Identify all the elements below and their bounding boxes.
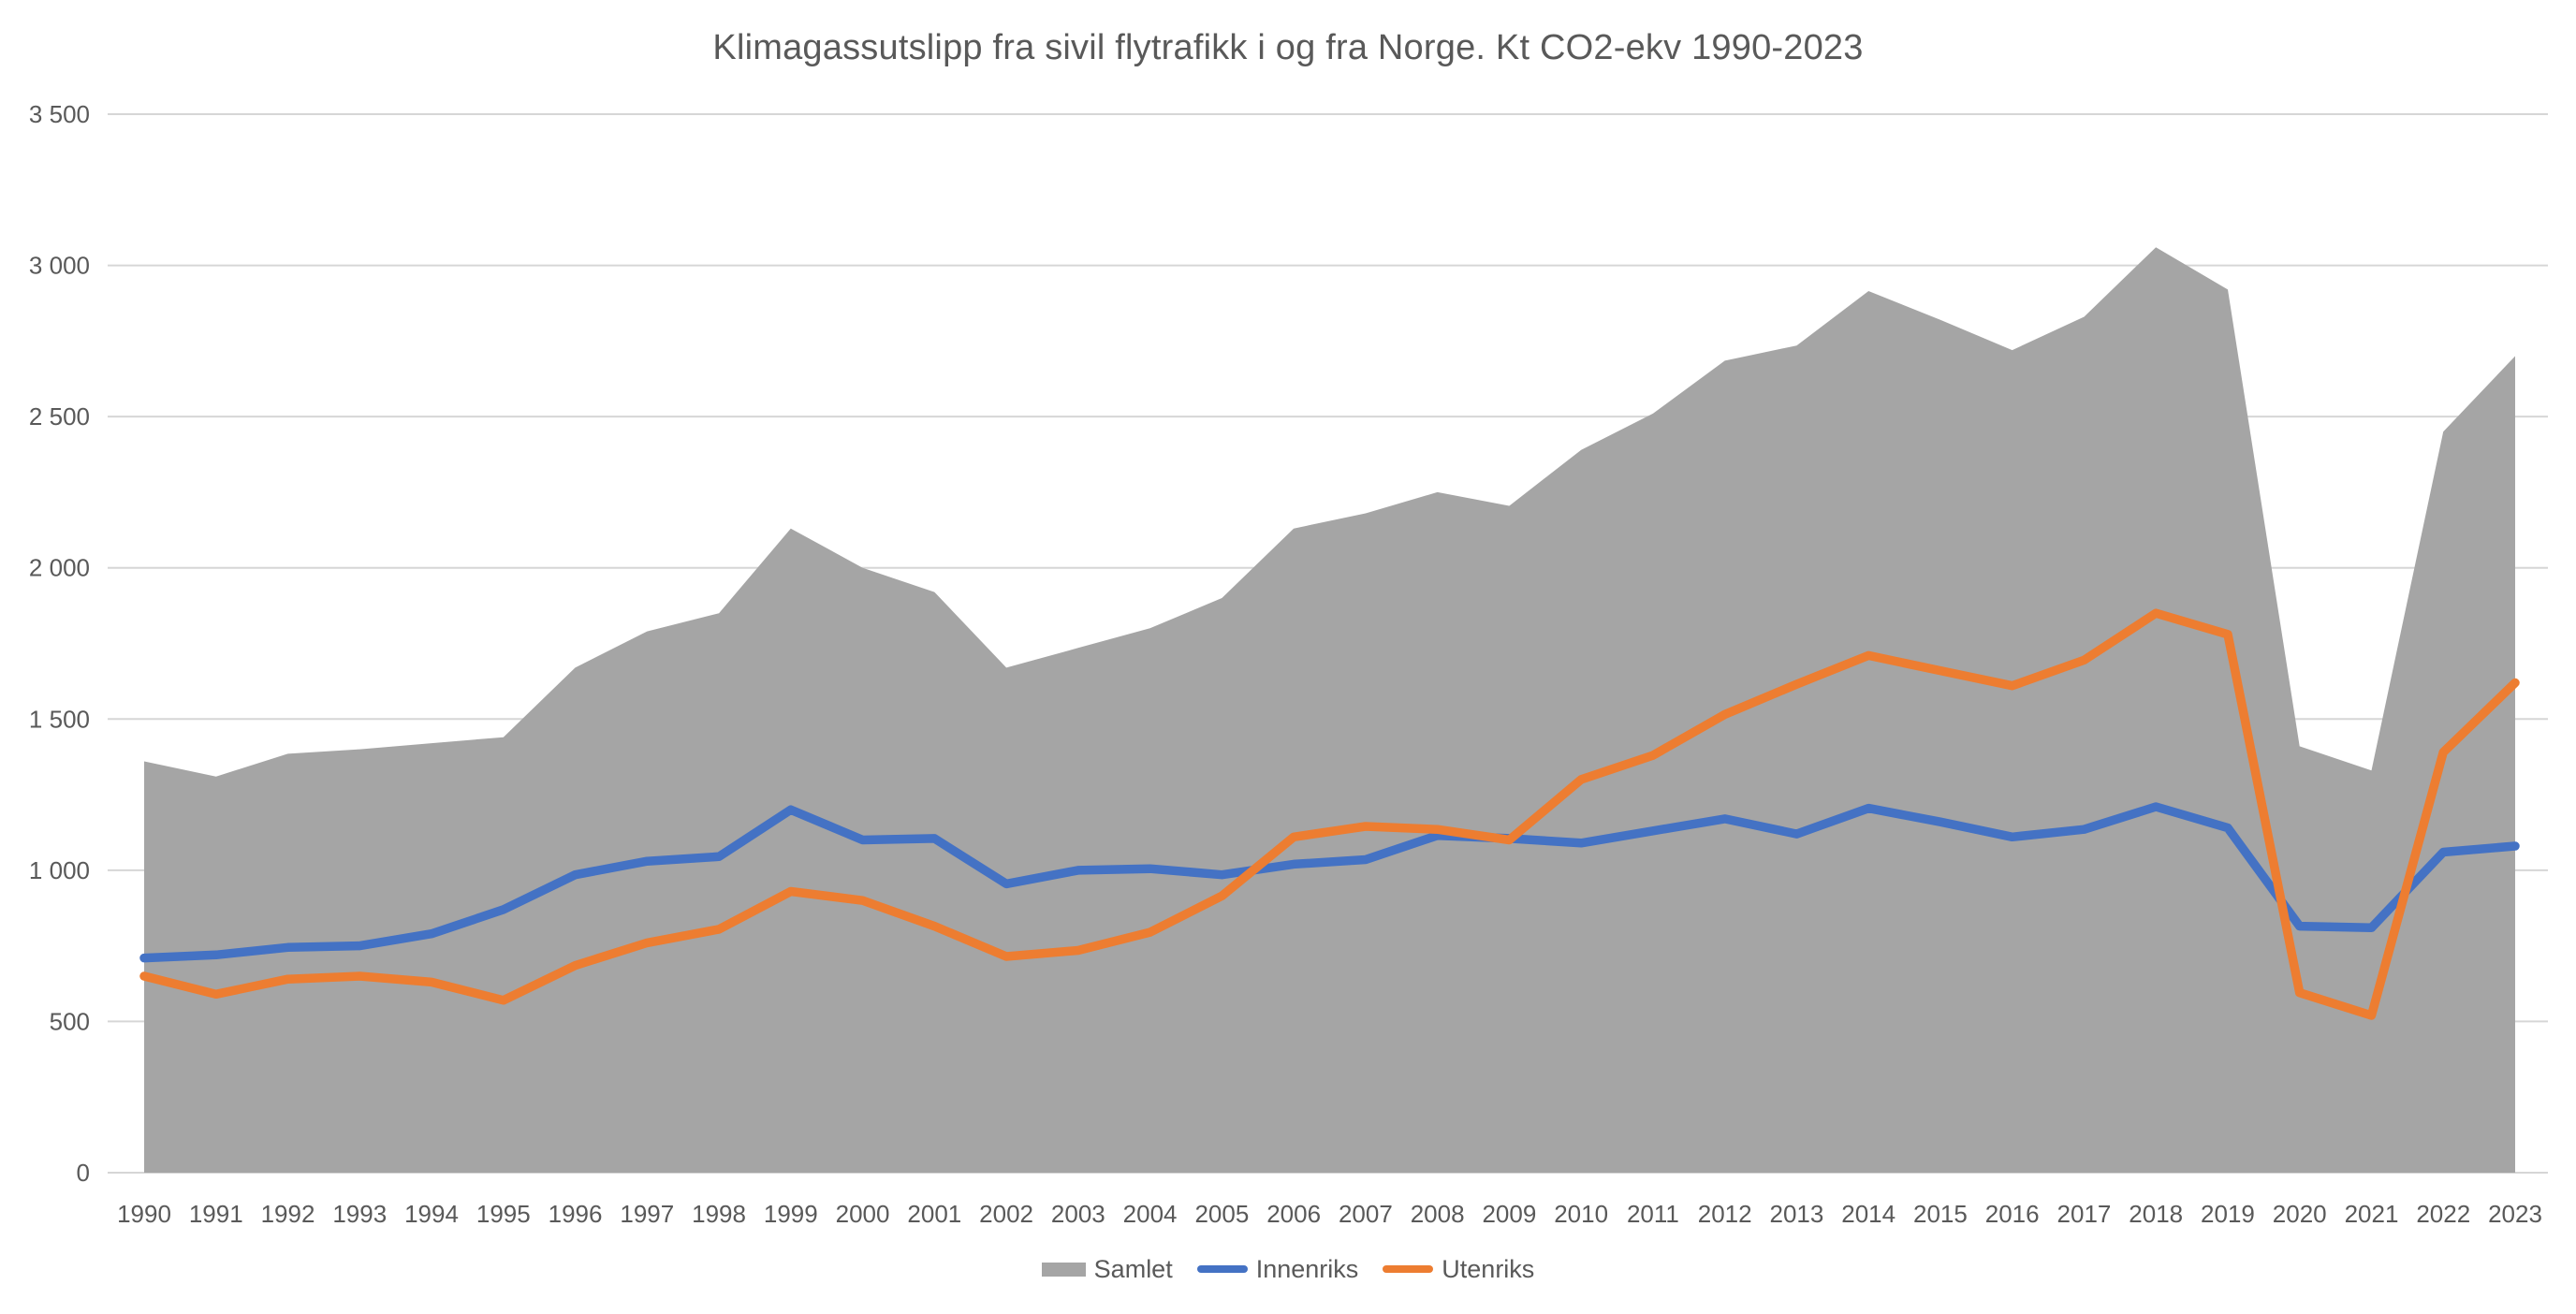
x-tick-label: 1993 xyxy=(332,1200,387,1228)
x-axis-labels: 1990 1991 1992 1993 1994 1995 1996 1997 1998 1999… xyxy=(117,1200,2542,1228)
utenriks-line-series xyxy=(139,608,2520,1020)
x-tick-label: 2018 xyxy=(2129,1200,2183,1228)
legend-label-utenriks: Utenriks xyxy=(1442,1254,1535,1283)
x-tick-label: 2002 xyxy=(979,1200,1033,1228)
x-tick-label: 1996 xyxy=(549,1200,603,1228)
samlet-area-swatch xyxy=(1041,1262,1086,1277)
x-tick-label: 2021 xyxy=(2345,1200,2399,1228)
utenriks-line-swatch xyxy=(1383,1265,1434,1273)
x-tick-label: 2010 xyxy=(1554,1200,1608,1228)
x-tick-label: 2020 xyxy=(2273,1200,2327,1228)
y-tick-label: 2 500 xyxy=(29,402,90,431)
x-tick-label: 1990 xyxy=(117,1200,171,1228)
x-tick-label: 1998 xyxy=(692,1200,746,1228)
innenriks-line-swatch xyxy=(1196,1265,1248,1273)
y-tick-label: 1 500 xyxy=(29,705,90,733)
x-tick-label: 2000 xyxy=(836,1200,890,1228)
x-tick-label: 2017 xyxy=(2057,1200,2112,1228)
x-tick-label: 2022 xyxy=(2416,1200,2470,1228)
y-tick-label: 500 xyxy=(50,1007,90,1035)
x-tick-label: 1995 xyxy=(476,1200,531,1228)
x-tick-label: 1992 xyxy=(261,1200,315,1228)
y-tick-label: 3 500 xyxy=(29,100,90,128)
x-tick-label: 2009 xyxy=(1482,1200,1536,1228)
x-tick-label: 2011 xyxy=(1627,1200,1679,1228)
x-tick-label: 2006 xyxy=(1266,1200,1321,1228)
legend-item-innenriks: Innenriks xyxy=(1196,1254,1359,1284)
x-tick-label: 2003 xyxy=(1051,1200,1105,1228)
x-tick-label: 2004 xyxy=(1123,1200,1178,1228)
x-tick-label: 2007 xyxy=(1339,1200,1393,1228)
samlet-area-series xyxy=(144,247,2515,1173)
legend-label-innenriks: Innenriks xyxy=(1255,1254,1359,1283)
x-tick-label: 2013 xyxy=(1770,1200,1824,1228)
legend-item-samlet: Samlet xyxy=(1041,1254,1173,1284)
x-tick-label: 2019 xyxy=(2201,1200,2255,1228)
y-tick-label: 0 xyxy=(77,1159,90,1187)
x-tick-label: 1997 xyxy=(620,1200,674,1228)
x-tick-label: 1999 xyxy=(764,1200,818,1228)
x-tick-label: 1991 xyxy=(189,1200,243,1228)
x-tick-label: 2015 xyxy=(1913,1200,1968,1228)
x-tick-label: 2016 xyxy=(1985,1200,2040,1228)
chart-title: Klimagassutslipp fra sivil flytrafikk i … xyxy=(712,28,1864,67)
y-axis-labels: 0 500 1 000 1 500 2 000 2 500 3 000 3 500 xyxy=(29,100,90,1187)
legend-item-utenriks: Utenriks xyxy=(1383,1255,1534,1284)
x-tick-label: 2012 xyxy=(1698,1200,1752,1228)
y-tick-label: 1 000 xyxy=(29,856,90,884)
y-tick-label: 3 000 xyxy=(29,252,90,280)
x-tick-label: 2005 xyxy=(1194,1200,1249,1228)
x-tick-label: 2023 xyxy=(2488,1200,2542,1228)
x-tick-label: 2008 xyxy=(1411,1200,1465,1228)
x-tick-label: 2001 xyxy=(907,1200,961,1228)
x-tick-label: 2014 xyxy=(1841,1200,1895,1228)
innenriks-line-series xyxy=(139,802,2520,963)
y-tick-label: 2 000 xyxy=(29,554,90,582)
x-tick-label: 1994 xyxy=(404,1200,459,1228)
legend: Samlet Innenriks Utenriks xyxy=(0,1250,2576,1288)
legend-label-samlet: Samlet xyxy=(1093,1254,1173,1283)
